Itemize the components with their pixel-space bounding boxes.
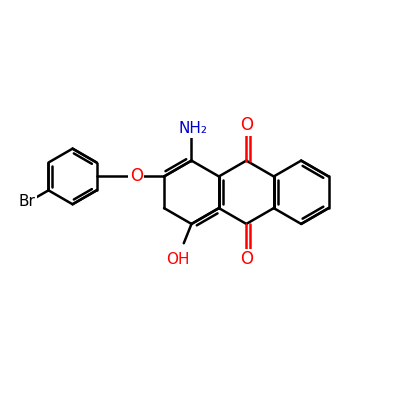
Text: O: O <box>130 168 143 186</box>
Text: Br: Br <box>19 194 36 209</box>
Text: NH₂: NH₂ <box>179 122 208 136</box>
Text: O: O <box>241 116 254 134</box>
Text: O: O <box>241 250 254 268</box>
Text: OH: OH <box>166 252 190 267</box>
